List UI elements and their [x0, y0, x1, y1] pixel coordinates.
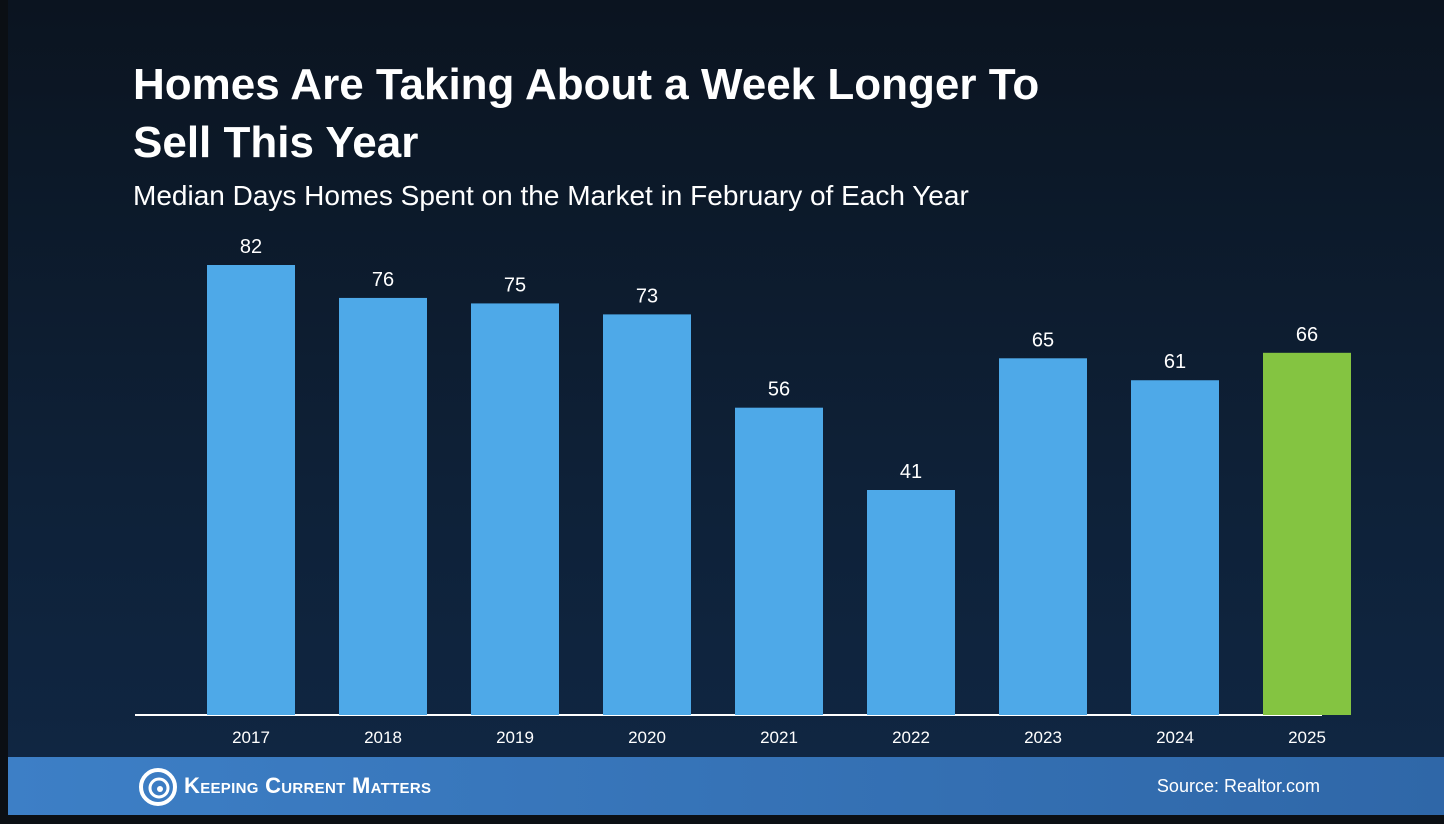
bar: [867, 490, 955, 715]
bar: [1131, 380, 1219, 715]
data-label: 65: [1032, 329, 1054, 351]
footer: Keeping Current Matters Source: Realtor.…: [8, 757, 1444, 815]
bar: [735, 407, 823, 715]
chart-title: Homes Are Taking About a Week Longer To …: [133, 60, 1040, 167]
bar: [999, 358, 1087, 715]
chart-subtitle: Median Days Homes Spent on the Market in…: [133, 180, 969, 211]
data-label: 73: [636, 285, 658, 307]
chart: 2017 82 2018 76 2019 75 2020 73 2021 56 2022 41 2023…: [135, 236, 1351, 747]
x-tick-label: 2023: [1024, 728, 1062, 747]
logo: [139, 768, 177, 806]
data-label: 75: [504, 274, 526, 296]
bar: [339, 297, 427, 715]
brand: Keeping Current Matters: [184, 773, 432, 798]
slide: Homes Are Taking About a Week Longer To …: [8, 0, 1444, 815]
data-label: 82: [240, 236, 262, 258]
x-tick-label: 2017: [232, 728, 270, 747]
bar: [603, 314, 691, 715]
x-tick-label: 2025: [1288, 728, 1326, 747]
x-tick-label: 2020: [628, 728, 666, 747]
bar: [471, 303, 559, 715]
data-label: 61: [1164, 351, 1186, 373]
x-tick-label: 2018: [364, 728, 402, 747]
data-label: 56: [768, 379, 790, 401]
x-tick-label: 2024: [1156, 728, 1194, 747]
data-label: 66: [1296, 324, 1318, 346]
x-tick-label: 2022: [892, 728, 930, 747]
data-label: 41: [900, 461, 922, 483]
x-tick-label: 2019: [496, 728, 534, 747]
source: Source: Realtor.com: [1156, 776, 1320, 796]
bar: [1263, 352, 1351, 715]
bar: [207, 265, 295, 715]
x-tick-label: 2021: [760, 728, 798, 747]
data-label: 76: [372, 269, 394, 291]
